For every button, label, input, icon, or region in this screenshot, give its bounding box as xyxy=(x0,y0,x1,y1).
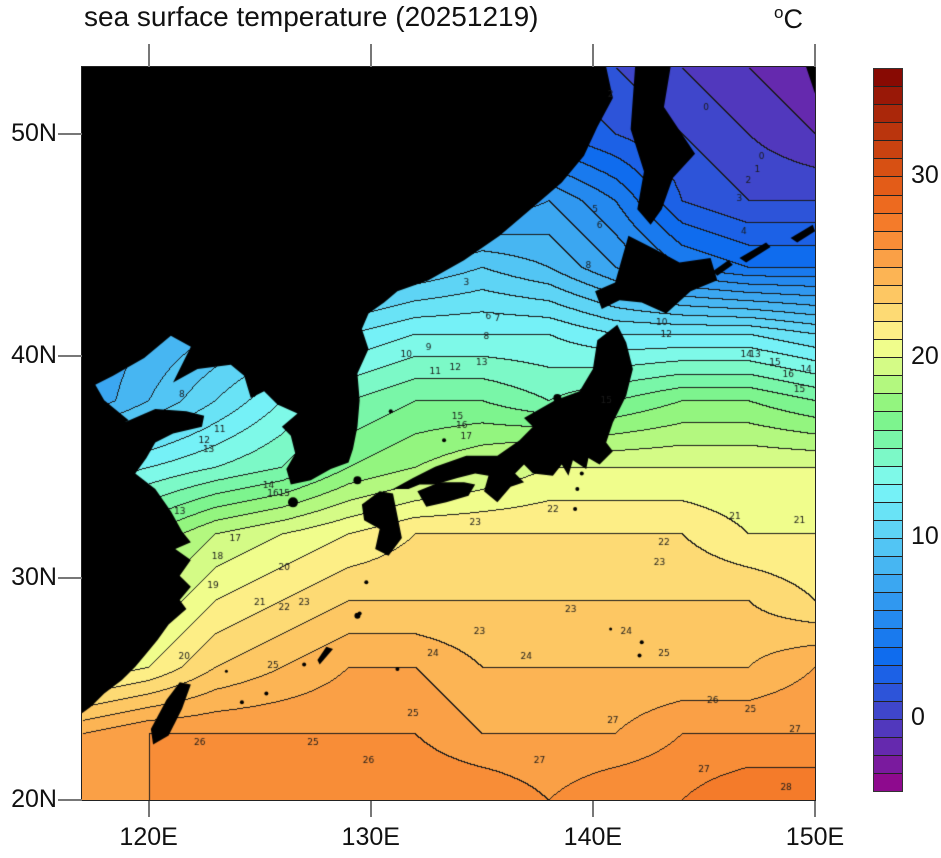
colorbar-segment-3C xyxy=(874,646,902,665)
colorbar-segment-35C xyxy=(874,69,902,87)
colorbar-segment-21C xyxy=(874,321,902,340)
colorbar-segment-32C xyxy=(874,122,902,141)
colorbar-segment-27C xyxy=(874,212,902,231)
lat-tick-label-50N: 50N xyxy=(11,118,57,147)
colorbar-segment--2C xyxy=(874,736,902,755)
colorbar-segment-24C xyxy=(874,266,902,285)
colorbar-tick-label-30: 30 xyxy=(911,161,939,190)
colorbar-segment-7C xyxy=(874,574,902,593)
colorbar-segment-13C xyxy=(874,465,902,484)
colorbar xyxy=(873,68,903,792)
colorbar-segment-4C xyxy=(874,628,902,647)
colorbar-tick-label-0: 0 xyxy=(911,702,925,731)
lon-tick-label-140E: 140E xyxy=(563,823,623,851)
lon-tick-bottom-140E xyxy=(591,801,594,817)
colorbar-segment-10C xyxy=(874,519,902,539)
colorbar-segment-16C xyxy=(874,411,902,430)
colorbar-segment-30C xyxy=(874,158,902,177)
colorbar-segment-8C xyxy=(874,556,902,575)
lon-tick-bottom-130E xyxy=(369,801,372,817)
lat-tick-30N xyxy=(58,576,82,579)
lat-tick-label-40N: 40N xyxy=(11,340,57,369)
sst-contour-map xyxy=(82,67,815,800)
colorbar-segment-29C xyxy=(874,176,902,195)
colorbar-segment-1C xyxy=(874,682,902,701)
colorbar-segment-31C xyxy=(874,140,902,159)
colorbar-segment-18C xyxy=(874,375,902,394)
lon-tick-bottom-150E xyxy=(814,801,816,817)
colorbar-segment-34C xyxy=(874,86,902,105)
colorbar-segment-5C xyxy=(874,610,902,629)
lat-tick-50N xyxy=(58,132,82,135)
lon-tick-top-150E xyxy=(814,44,816,67)
colorbar-segment-17C xyxy=(874,393,902,412)
unit-label: oC xyxy=(774,3,803,35)
lat-tick-label-30N: 30N xyxy=(11,562,57,591)
lon-tick-top-140E xyxy=(591,44,594,67)
lon-tick-top-130E xyxy=(369,44,372,67)
colorbar-segment-12C xyxy=(874,483,902,502)
colorbar-segment-23C xyxy=(874,284,902,304)
colorbar-segment-26C xyxy=(874,230,902,249)
lon-tick-label-130E: 130E xyxy=(341,823,400,851)
colorbar-tick-label-20: 20 xyxy=(911,341,939,370)
colorbar-segment-19C xyxy=(874,357,902,376)
lat-tick-40N xyxy=(58,354,82,357)
colorbar-segment-0C xyxy=(874,700,902,719)
colorbar-segment-9C xyxy=(874,538,902,557)
unit-letter: C xyxy=(783,4,803,34)
colorbar-segment-20C xyxy=(874,339,902,358)
colorbar-segment-6C xyxy=(874,592,902,611)
lon-tick-bottom-120E xyxy=(147,801,150,817)
colorbar-segment-11C xyxy=(874,501,902,520)
colorbar-segment-14C xyxy=(874,447,902,466)
colorbar-tick-label-10: 10 xyxy=(911,522,939,551)
map-frame xyxy=(81,66,816,801)
colorbar-segment-2C xyxy=(874,664,902,683)
lat-tick-20N xyxy=(58,799,82,801)
colorbar-segment-25C xyxy=(874,248,902,267)
lon-tick-label-150E: 150E xyxy=(785,823,845,851)
lon-tick-label-120E: 120E xyxy=(119,823,178,851)
colorbar-segment-15C xyxy=(874,429,902,448)
colorbar-segment--4C xyxy=(874,773,902,792)
lon-tick-top-120E xyxy=(147,44,150,67)
colorbar-segment-22C xyxy=(874,303,902,322)
colorbar-segment--1C xyxy=(874,718,902,737)
chart-title: sea surface temperature (20251219) xyxy=(84,1,539,32)
colorbar-segment--3C xyxy=(874,754,902,774)
colorbar-segment-33C xyxy=(874,104,902,123)
unit-degree-symbol: o xyxy=(774,3,784,22)
colorbar-segment-28C xyxy=(874,194,902,213)
lat-tick-label-20N: 20N xyxy=(11,785,57,813)
